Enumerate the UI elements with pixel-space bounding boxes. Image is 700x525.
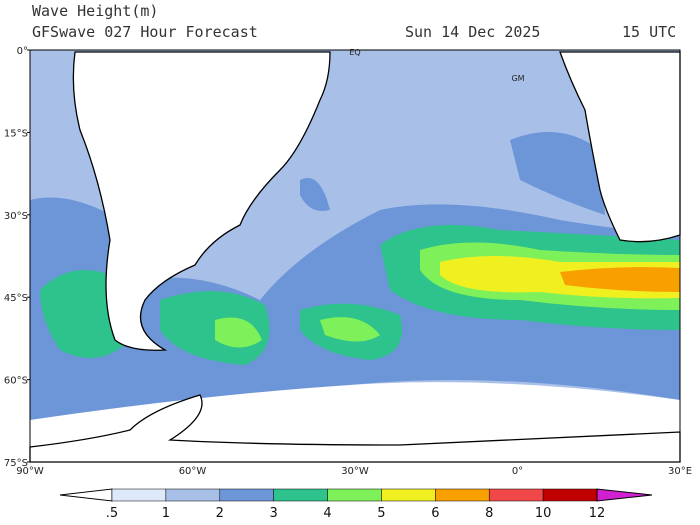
colorbar-label: 1 — [162, 506, 170, 521]
lat-label: 75°S — [4, 458, 28, 469]
region — [300, 178, 330, 211]
colorbar-cell — [219, 488, 274, 502]
colorbar-cell — [542, 488, 598, 502]
lat-label: 45°S — [4, 293, 28, 304]
colorbar-label: 3 — [270, 506, 278, 521]
south-america — [72, 51, 331, 351]
colorbar-label: 12 — [589, 506, 606, 521]
lat-label: 15°S — [4, 128, 28, 139]
colorbar-cell — [435, 488, 490, 502]
subtitle: GFSwave 027 Hour Forecast — [32, 23, 258, 41]
map-frame — [29, 49, 681, 463]
colorbar-cell — [381, 488, 436, 502]
colorbar-label: .5 — [106, 506, 118, 521]
lon-label: 60°W — [179, 466, 207, 477]
colorbar-label: 2 — [216, 506, 224, 521]
antarctica — [29, 394, 681, 463]
colorbar-cell — [111, 488, 167, 502]
colorbar-cell — [273, 488, 328, 502]
region — [560, 267, 680, 292]
africa — [559, 51, 681, 243]
colorbar-label: 4 — [323, 506, 331, 521]
colorbar-label: 10 — [535, 506, 552, 521]
region — [510, 132, 605, 215]
lat-label: 0° — [17, 46, 28, 57]
region — [215, 317, 380, 348]
lon-label: 0° — [512, 466, 523, 477]
colorbar-end — [596, 488, 653, 502]
title: Wave Height(m) — [32, 2, 158, 20]
date: Sun 14 Dec 2025 — [405, 23, 540, 41]
lon-label: 90°W — [16, 466, 44, 477]
lat-label: 30°S — [4, 211, 28, 222]
place-label: GM — [511, 74, 524, 83]
colorbar-end — [59, 488, 113, 502]
colorbar-cell — [165, 488, 221, 502]
map — [29, 49, 681, 463]
lon-label: 30°E — [668, 466, 692, 477]
colorbar-label: 8 — [485, 506, 493, 521]
lon-label: 30°W — [341, 466, 369, 477]
place-label: EQ — [349, 48, 360, 57]
colorbar-label: 5 — [377, 506, 385, 521]
colorbar-label: 6 — [431, 506, 439, 521]
lat-label: 60°S — [4, 376, 28, 387]
time: 15 UTC — [622, 23, 676, 41]
colorbar-cell — [488, 488, 544, 502]
colorbar-cell — [327, 488, 382, 502]
